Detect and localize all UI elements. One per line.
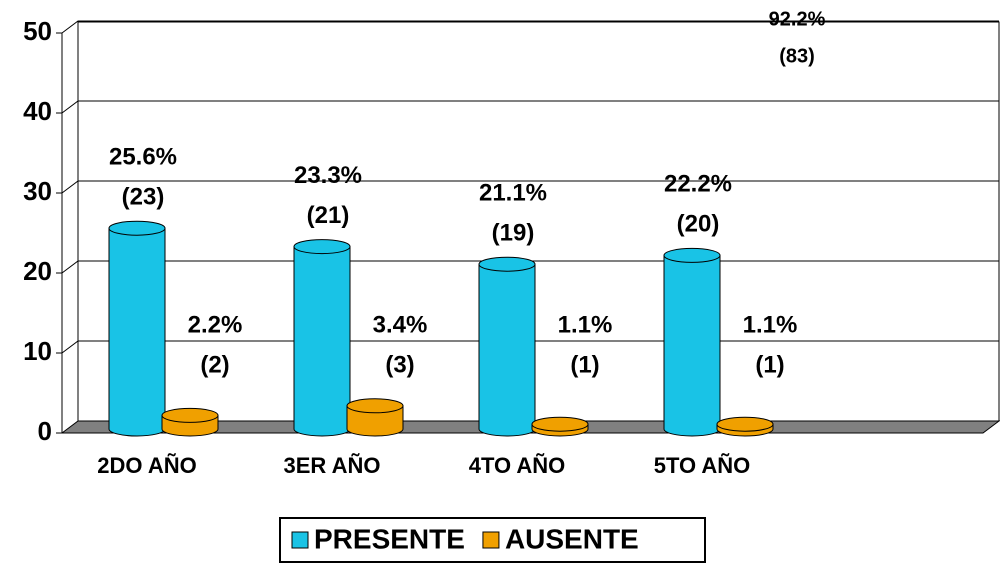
bar-top [478,256,536,272]
bar-top [293,239,351,255]
grid-line [61,20,999,34]
bar [716,416,774,437]
bar-top [716,416,774,432]
count-label: (3) [385,351,414,378]
bar-top [161,407,219,423]
bar-top [346,398,404,414]
value-label: 21.1% [479,180,547,207]
y-tick-label: 40 [23,96,52,126]
y-tick-label: 20 [23,256,52,286]
y-tick-label: 0 [38,416,52,446]
count-label: (23) [122,184,165,211]
count-label: (2) [200,351,229,378]
x-tick-label: 3ER AÑO [284,453,381,478]
value-label: 23.3% [294,162,362,189]
y-tick-label: 10 [23,336,52,366]
x-tick-label: 5TO AÑO [654,453,751,478]
count-label: (19) [492,220,535,247]
bar [161,407,219,437]
count-label: (20) [677,211,720,238]
x-tick-label: 2DO AÑO [97,453,196,478]
value-label: 25.6% [109,144,177,171]
bar [663,247,721,437]
bar [293,239,351,437]
annotation: (83) [779,45,815,67]
value-label: 2.2% [188,311,243,338]
value-label: 3.4% [373,311,428,338]
bar-top [531,416,589,432]
back-wall [77,21,1000,422]
bar-body [663,254,721,437]
value-label: 22.2% [664,171,732,198]
count-label: (1) [570,351,599,378]
count-label: (1) [755,351,784,378]
bar-top [663,247,721,263]
legend-label: AUSENTE [505,523,639,554]
bar-top [108,220,166,236]
value-label: 1.1% [558,311,613,338]
bar [531,416,589,437]
bar-body [293,246,351,437]
count-label: (21) [307,202,350,229]
y-tick-label: 30 [23,176,52,206]
annotation: 92.2% [769,8,826,30]
grid-line [61,180,999,194]
bar-body [346,405,404,437]
legend-label: PRESENTE [314,523,465,554]
legend-swatch [291,531,309,549]
bar-body [108,227,166,437]
bar-body [478,263,536,437]
x-tick-label: 4TO AÑO [469,453,566,478]
value-label: 1.1% [743,311,798,338]
bar [108,220,166,437]
legend-swatch [482,531,500,549]
grid-line [61,100,999,114]
legend: PRESENTE AUSENTE [279,517,706,563]
bar [346,398,404,437]
bar [478,256,536,437]
y-tick-label: 50 [23,16,52,46]
